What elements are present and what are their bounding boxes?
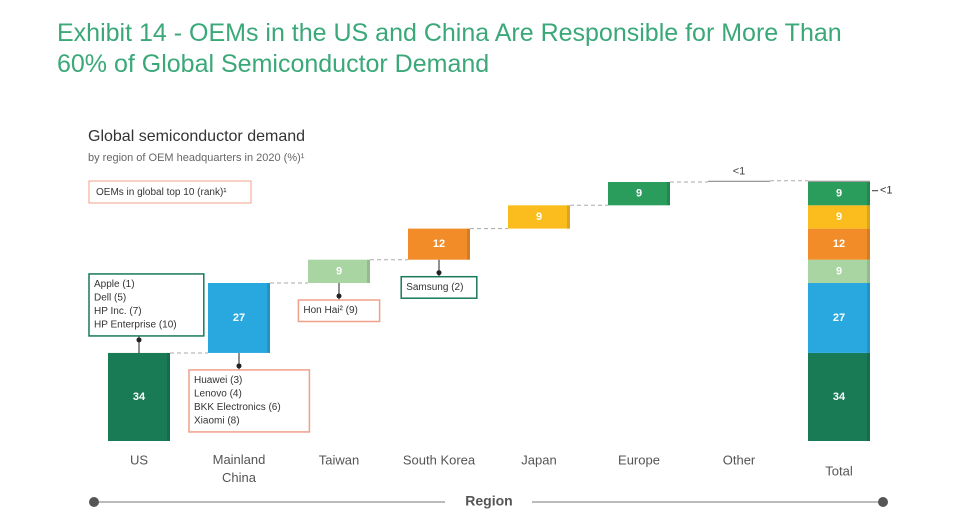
bar-shade [167,352,170,441]
total-segment [808,259,870,284]
annotation-box [188,369,311,433]
bar-shade [367,259,370,284]
bar-shade [867,352,870,441]
x-tick-label: US [130,452,148,467]
bar-shade [867,182,870,206]
annotation-text: Hon Hai² (9) [303,305,357,316]
value-label: <1 [733,166,746,178]
bar-shade [467,228,470,260]
annotation-box [400,275,478,299]
x-tick-label: Mainland China [213,452,266,485]
total-segment-label: 12 [833,238,845,250]
annotation-dot [136,337,142,343]
annotation-text: HP Enterprise (10) [94,320,177,331]
x-axis-title: Region [465,493,512,509]
annotation-box [88,273,205,337]
total-segment [808,283,870,353]
value-label: 9 [636,188,642,200]
annotation-text: BKK Electronics (6) [194,402,281,413]
total-segment [808,205,870,229]
value-label: 9 [336,265,342,277]
x-tick-label: Total [825,463,853,478]
annotation-text: HP Inc. (7) [94,306,142,317]
value-label: 34 [133,391,146,403]
bar-shade [867,205,870,229]
annotation-text: Apple (1) [94,279,135,290]
bar-shade [267,283,270,353]
total-segment [808,352,870,441]
annotation-dot [236,363,242,369]
bar-shade [667,182,670,206]
total-segment-label: 27 [833,312,845,324]
annotation-text: Lenovo (4) [194,389,242,400]
total-segment [808,182,870,206]
annotation-box [297,299,381,323]
bar [108,352,170,441]
annotation-text: Samsung (2) [406,282,463,293]
total-segment-label: <1 [880,185,893,197]
axis-end [878,497,888,507]
bar-shade [567,205,570,229]
value-label: 12 [433,238,445,250]
bar [608,182,670,206]
x-tick-label-line: China [222,470,257,485]
bar [708,180,770,182]
total-segment-label: 9 [836,265,842,277]
note: OEMs in global top 10 (rank)¹ [96,187,227,198]
total-segment [808,180,870,182]
x-tick-label: Taiwan [319,452,359,467]
x-tick-label: South Korea [403,452,476,467]
page-title: Exhibit 14 - OEMs in the US and China Ar… [57,19,842,78]
value-label: 27 [233,312,245,324]
bar [508,205,570,229]
annotation-dot [336,293,342,299]
annotation-text: Huawei (3) [194,375,242,386]
x-tick-label: Japan [521,452,556,467]
chart-subtitle: by region of OEM headquarters in 2020 (%… [88,152,305,164]
x-tick-label-line: Mainland [213,452,266,467]
annotation-text: Xiaomi (8) [194,416,240,427]
bar-shade [867,228,870,260]
total-segment-label: 9 [836,211,842,223]
total-segment-label: 34 [833,391,846,403]
bar-shade [867,259,870,284]
bar-shade [867,283,870,353]
value-label: 9 [536,211,542,223]
x-tick-label: Other [723,452,756,467]
total-segment [808,228,870,260]
note-box [88,180,252,204]
annotation-dot [436,270,442,276]
axis-end [89,497,99,507]
annotation-text: Dell (5) [94,293,126,304]
x-tick-label: Europe [618,452,660,467]
total-segment-label: 9 [836,188,842,200]
chart-title: Global semiconductor demand [88,128,305,145]
bar [308,259,370,284]
bar [208,283,270,353]
bar [408,228,470,260]
